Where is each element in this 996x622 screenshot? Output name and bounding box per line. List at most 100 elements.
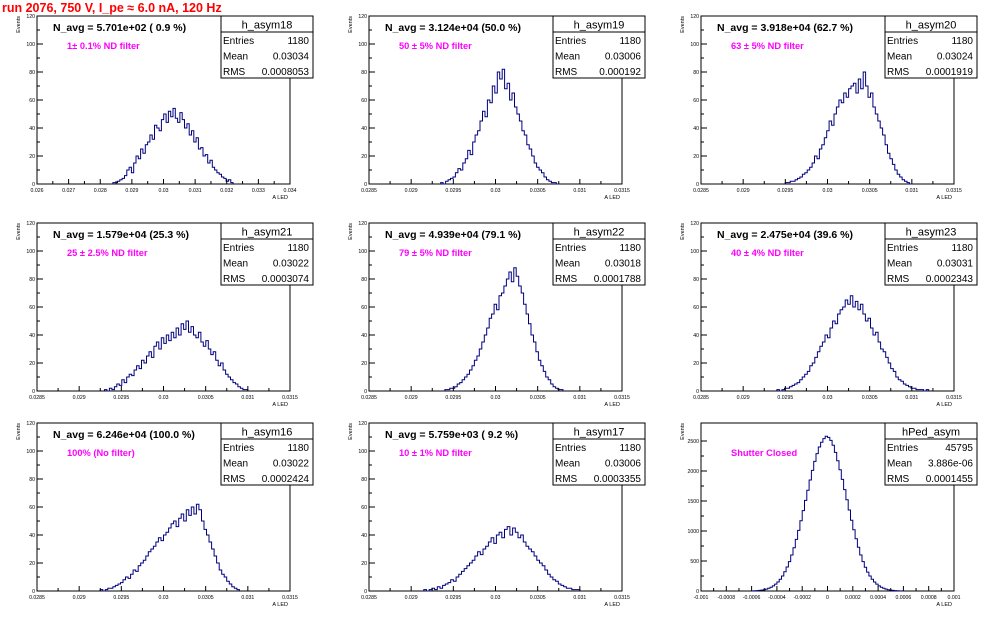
y-tick-label: 120 bbox=[358, 421, 367, 427]
x-tick-label: 0.0006 bbox=[895, 595, 911, 601]
stats-label: Mean bbox=[887, 259, 912, 270]
navg-label: N_avg = 2.475e+04 (39.6 %) bbox=[717, 229, 853, 241]
stats-label: Entries bbox=[223, 243, 254, 254]
y-axis-label: Events bbox=[348, 223, 354, 240]
y-axis-label: Events bbox=[16, 423, 22, 440]
x-tick-label: 0.0305 bbox=[198, 395, 214, 401]
y-tick-label: 0 bbox=[696, 389, 699, 395]
x-axis-label: A LED bbox=[604, 195, 620, 201]
histogram-panel-h-asym21: 0.0285 0.029 0.0295 0.03 0.0305 0.031 0.0315 0 2… bbox=[0, 215, 332, 422]
y-tick-label: 120 bbox=[358, 14, 367, 20]
y-tick-label: 0 bbox=[696, 182, 699, 188]
y-axis-label: Events bbox=[680, 423, 686, 440]
x-tick-label: 0.031 bbox=[573, 595, 586, 601]
stats-label: RMS bbox=[555, 67, 578, 78]
x-axis-label: A LED bbox=[604, 602, 620, 608]
stats-box bbox=[552, 15, 646, 79]
x-tick-label: 0.033 bbox=[252, 188, 265, 194]
filter-label: 79 ± 5% ND filter bbox=[399, 248, 472, 258]
histogram-svg: 0.0285 0.029 0.0295 0.03 0.0305 0.031 0.0315 0 2… bbox=[16, 221, 314, 408]
stats-value: 0.03024 bbox=[937, 52, 974, 63]
x-tick-label: 0.031 bbox=[189, 188, 202, 194]
stats-value: 1180 bbox=[287, 243, 309, 254]
histogram-line bbox=[751, 435, 904, 592]
x-tick-label: 0.029 bbox=[125, 188, 138, 194]
stats-label: Mean bbox=[555, 259, 580, 270]
histogram-line bbox=[444, 267, 564, 391]
stats-value: 0.0001919 bbox=[926, 67, 974, 78]
x-tick-label: 0.0315 bbox=[282, 395, 298, 401]
y-tick-label: 1500 bbox=[687, 499, 699, 505]
y-tick-label: 100 bbox=[358, 42, 367, 48]
y-tick-label: 40 bbox=[361, 126, 367, 132]
stats-box bbox=[552, 222, 646, 286]
stats-label: RMS bbox=[555, 474, 578, 485]
x-axis-label: A LED bbox=[936, 195, 952, 201]
x-tick-label: 0.001 bbox=[948, 595, 961, 601]
x-tick-label: 0.0315 bbox=[946, 395, 962, 401]
histogram-name: h_asym22 bbox=[574, 227, 625, 239]
stats-box bbox=[884, 422, 978, 486]
y-axis-label: Events bbox=[16, 16, 22, 33]
stats-value: 0.03022 bbox=[273, 459, 310, 470]
stats-value: 1180 bbox=[951, 36, 973, 47]
y-tick-label: 60 bbox=[693, 305, 699, 311]
stats-value: 0.0008053 bbox=[262, 67, 310, 78]
x-axis-label: A LED bbox=[272, 402, 288, 408]
y-tick-label: 120 bbox=[690, 14, 699, 20]
histogram-name: h_asym21 bbox=[242, 227, 293, 239]
y-tick-label: 20 bbox=[361, 361, 367, 367]
filter-label: 25 ± 2.5% ND filter bbox=[67, 248, 148, 258]
y-tick-label: 100 bbox=[690, 249, 699, 255]
run-title: run 2076, 750 V, I_pe ≈ 6.0 nA, 120 Hz bbox=[2, 1, 222, 15]
y-tick-label: 60 bbox=[29, 98, 35, 104]
y-tick-label: 100 bbox=[26, 449, 35, 455]
x-tick-label: 0.031 bbox=[905, 395, 918, 401]
histogram-line bbox=[776, 295, 930, 392]
y-tick-label: 80 bbox=[693, 70, 699, 76]
x-tick-label: -0.0006 bbox=[743, 595, 761, 601]
x-axis-label: A LED bbox=[936, 602, 952, 608]
stats-value: 1180 bbox=[619, 443, 641, 454]
filter-label: 10 ± 1% ND filter bbox=[399, 448, 472, 458]
stats-value: 0.03006 bbox=[605, 52, 642, 63]
histogram-panel-h-asym16: 0.0285 0.029 0.0295 0.03 0.0305 0.031 0.0315 0 2… bbox=[0, 415, 332, 622]
stats-label: Mean bbox=[223, 459, 248, 470]
x-tick-label: 0.026 bbox=[31, 188, 44, 194]
x-tick-label: 0.0295 bbox=[445, 595, 461, 601]
x-tick-label: 0.03 bbox=[822, 395, 832, 401]
y-axis-label: Events bbox=[16, 223, 22, 240]
y-tick-label: 100 bbox=[358, 249, 367, 255]
y-axis-label: Events bbox=[680, 16, 686, 33]
histogram-name: h_asym16 bbox=[242, 427, 293, 439]
stats-label: Entries bbox=[223, 36, 254, 47]
stats-label: Mean bbox=[223, 52, 248, 63]
stats-value: 45795 bbox=[945, 443, 973, 454]
y-tick-label: 120 bbox=[26, 14, 35, 20]
y-tick-label: 40 bbox=[29, 533, 35, 539]
x-tick-label: -0.001 bbox=[694, 595, 709, 601]
y-tick-label: 120 bbox=[358, 221, 367, 227]
navg-label: N_avg = 1.579e+04 (25.3 %) bbox=[53, 229, 189, 241]
x-tick-label: 0.027 bbox=[62, 188, 75, 194]
y-tick-label: 0 bbox=[32, 589, 35, 595]
x-tick-label: 0.03 bbox=[490, 395, 500, 401]
x-tick-label: 0.0285 bbox=[693, 395, 709, 401]
y-tick-label: 80 bbox=[361, 70, 367, 76]
histogram-svg: 0.0285 0.029 0.0295 0.03 0.0305 0.031 0.0315 0 2… bbox=[680, 221, 978, 408]
x-tick-label: 0.029 bbox=[737, 395, 750, 401]
histogram-panel-h-asym17: 0.0285 0.029 0.0295 0.03 0.0305 0.031 0.0315 0 2… bbox=[332, 415, 664, 622]
histogram-svg: 0.0285 0.029 0.0295 0.03 0.0305 0.031 0.0315 0 2… bbox=[348, 14, 646, 201]
stats-label: Entries bbox=[555, 443, 586, 454]
navg-label: N_avg = 5.701e+02 ( 0.9 %) bbox=[53, 22, 186, 34]
y-tick-label: 500 bbox=[690, 559, 699, 565]
stats-label: Mean bbox=[223, 259, 248, 270]
stats-label: Entries bbox=[887, 443, 918, 454]
y-tick-label: 20 bbox=[693, 154, 699, 160]
histogram-name: h_asym18 bbox=[242, 20, 293, 32]
y-tick-label: 80 bbox=[361, 477, 367, 483]
histogram-name: h_asym20 bbox=[906, 20, 957, 32]
stats-label: RMS bbox=[223, 274, 246, 285]
x-tick-label: 0.0315 bbox=[614, 595, 630, 601]
stats-value: 0.000192 bbox=[599, 67, 641, 78]
